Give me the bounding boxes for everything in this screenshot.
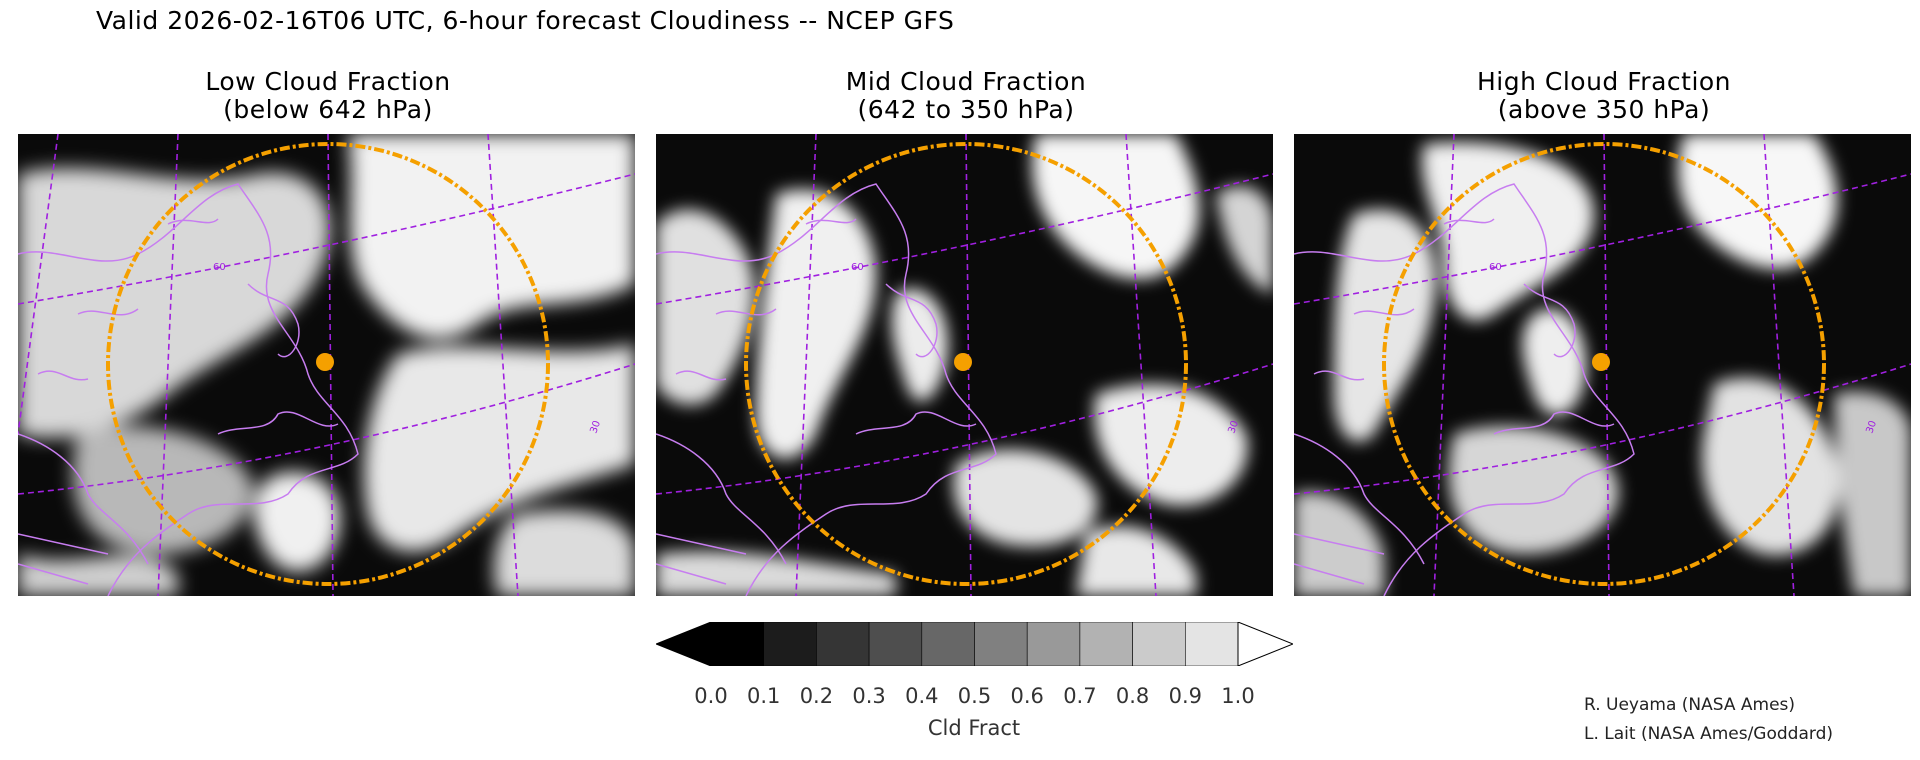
- range-ring-low: [106, 142, 550, 586]
- map-panel-high: 60 30: [1294, 134, 1911, 596]
- colorbar-tick-label: 0.3: [852, 684, 886, 708]
- colorbar-bin: [868, 622, 923, 666]
- panel-title-low-line2: (below 642 hPa): [223, 95, 433, 124]
- colorbar-tick-label: 0.0: [694, 684, 728, 708]
- colorbar-tick-labels: 0.0 0.1 0.2 0.3 0.4 0.5 0.6 0.7 0.8 0.9 1.0: [0, 684, 1920, 712]
- colorbar-bin: [1026, 622, 1081, 666]
- high-cloud-map: 60 30: [1294, 134, 1911, 596]
- colorbar: [656, 622, 1293, 666]
- colorbar-bin: [1079, 622, 1133, 666]
- site-marker-high: [1592, 353, 1610, 371]
- map-panel-mid: 60 30: [656, 134, 1273, 596]
- coastlines-mid: [656, 183, 997, 596]
- panel-title-high: High Cloud Fraction (above 350 hPa): [1294, 68, 1914, 124]
- panel-title-high-line2: (above 350 hPa): [1497, 95, 1711, 124]
- colorbar-bin: [1132, 622, 1186, 666]
- colorbar-tick-label: 0.5: [957, 684, 992, 708]
- colorbar-bin: [1184, 622, 1239, 666]
- colorbar-under-arrow: [656, 622, 712, 666]
- panel-title-mid-line1: Mid Cloud Fraction: [845, 67, 1087, 96]
- mid-cloud-map: 60 30: [656, 134, 1273, 596]
- range-ring-mid: [744, 142, 1188, 586]
- lat-label-mid: 60: [851, 262, 864, 273]
- lon-label-low: 30: [588, 419, 603, 435]
- range-ring-high: [1382, 142, 1826, 586]
- colorbar-over-arrow: [1237, 622, 1293, 666]
- site-marker-low: [316, 353, 334, 371]
- map-panel-low: 60 30: [18, 134, 635, 596]
- lon-label-high: 30: [1864, 419, 1879, 435]
- colorbar-tick-label: 0.7: [1063, 684, 1097, 708]
- lat-label-high: 60: [1489, 262, 1502, 273]
- colorbar-bins: [710, 622, 1239, 666]
- colorbar-bin: [974, 622, 1028, 666]
- panel-title-mid-line2: (642 to 350 hPa): [857, 95, 1075, 124]
- cloud-field-mid: [656, 134, 1273, 596]
- colorbar-tick-label: 0.1: [746, 684, 781, 708]
- colorbar-tick-label: 1.0: [1221, 684, 1255, 708]
- main-title: Valid 2026-02-16T06 UTC, 6-hour forecast…: [96, 6, 955, 35]
- colorbar-tick-label: 0.4: [905, 684, 939, 708]
- colorbar-unit-label: Cld Fract: [927, 716, 1021, 740]
- colorbar-tick-label: 0.6: [1010, 684, 1044, 708]
- low-cloud-map: 60 30: [18, 134, 635, 596]
- lat-label-low: 60: [213, 262, 226, 273]
- colorbar-tick-label: 0.8: [1115, 684, 1150, 708]
- panel-title-low: Low Cloud Fraction (below 642 hPa): [18, 68, 638, 124]
- colorbar-tick-label: 0.9: [1168, 684, 1202, 708]
- panel-title-low-line1: Low Cloud Fraction: [205, 67, 451, 96]
- colorbar-bin: [763, 622, 817, 666]
- colorbar-bin: [921, 622, 975, 666]
- panel-title-mid: Mid Cloud Fraction (642 to 350 hPa): [656, 68, 1276, 124]
- colorbar-bin: [816, 622, 870, 666]
- coastlines-high: [1294, 183, 1635, 596]
- colorbar-bin: [710, 622, 765, 666]
- panel-title-high-line1: High Cloud Fraction: [1476, 67, 1732, 96]
- cloud-field-low: [18, 134, 635, 596]
- credit-line-1: R. Ueyama (NASA Ames): [1584, 695, 1796, 715]
- credit-line-2: L. Lait (NASA Ames/Goddard): [1584, 724, 1833, 744]
- colorbar-tick-label: 0.2: [799, 684, 834, 708]
- coastlines-low: [18, 183, 359, 596]
- site-marker-mid: [954, 353, 972, 371]
- lon-label-mid: 30: [1226, 419, 1241, 435]
- cloud-field-high: [1294, 134, 1911, 596]
